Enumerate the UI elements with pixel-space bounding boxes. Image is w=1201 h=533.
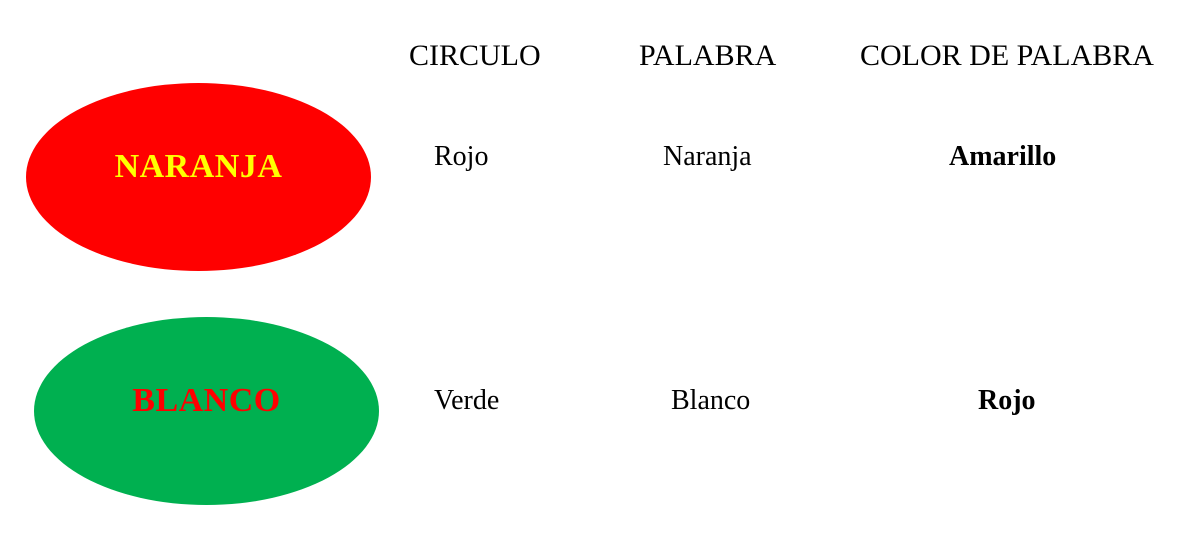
cell-circulo-row-1: Rojo — [434, 141, 489, 172]
cell-color-de-palabra-row-2: Rojo — [978, 385, 1036, 416]
oval-word-row-1: NARANJA — [114, 148, 283, 185]
header-circulo: CIRCULO — [409, 39, 541, 72]
header-palabra: PALABRA — [639, 39, 777, 72]
oval-word-row-2: BLANCO — [132, 382, 281, 419]
oval-row-1: NARANJA — [26, 83, 371, 271]
cell-color-de-palabra-row-1: Amarillo — [949, 141, 1057, 172]
cell-circulo-row-2: Verde — [434, 385, 500, 416]
oval-row-2: BLANCO — [34, 317, 379, 505]
header-color-de-palabra: COLOR DE PALABRA — [860, 39, 1154, 72]
cell-palabra-row-1: Naranja — [663, 141, 752, 172]
cell-palabra-row-2: Blanco — [671, 385, 751, 416]
